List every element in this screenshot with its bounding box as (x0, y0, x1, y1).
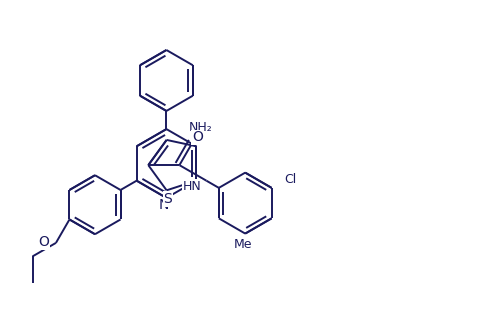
Text: N: N (159, 198, 169, 212)
Text: NH₂: NH₂ (189, 121, 213, 134)
Text: Me: Me (234, 238, 252, 251)
Text: O: O (192, 130, 203, 144)
Text: Cl: Cl (284, 172, 296, 185)
Text: O: O (38, 235, 49, 249)
Text: HN: HN (183, 180, 201, 193)
Text: S: S (163, 192, 172, 206)
